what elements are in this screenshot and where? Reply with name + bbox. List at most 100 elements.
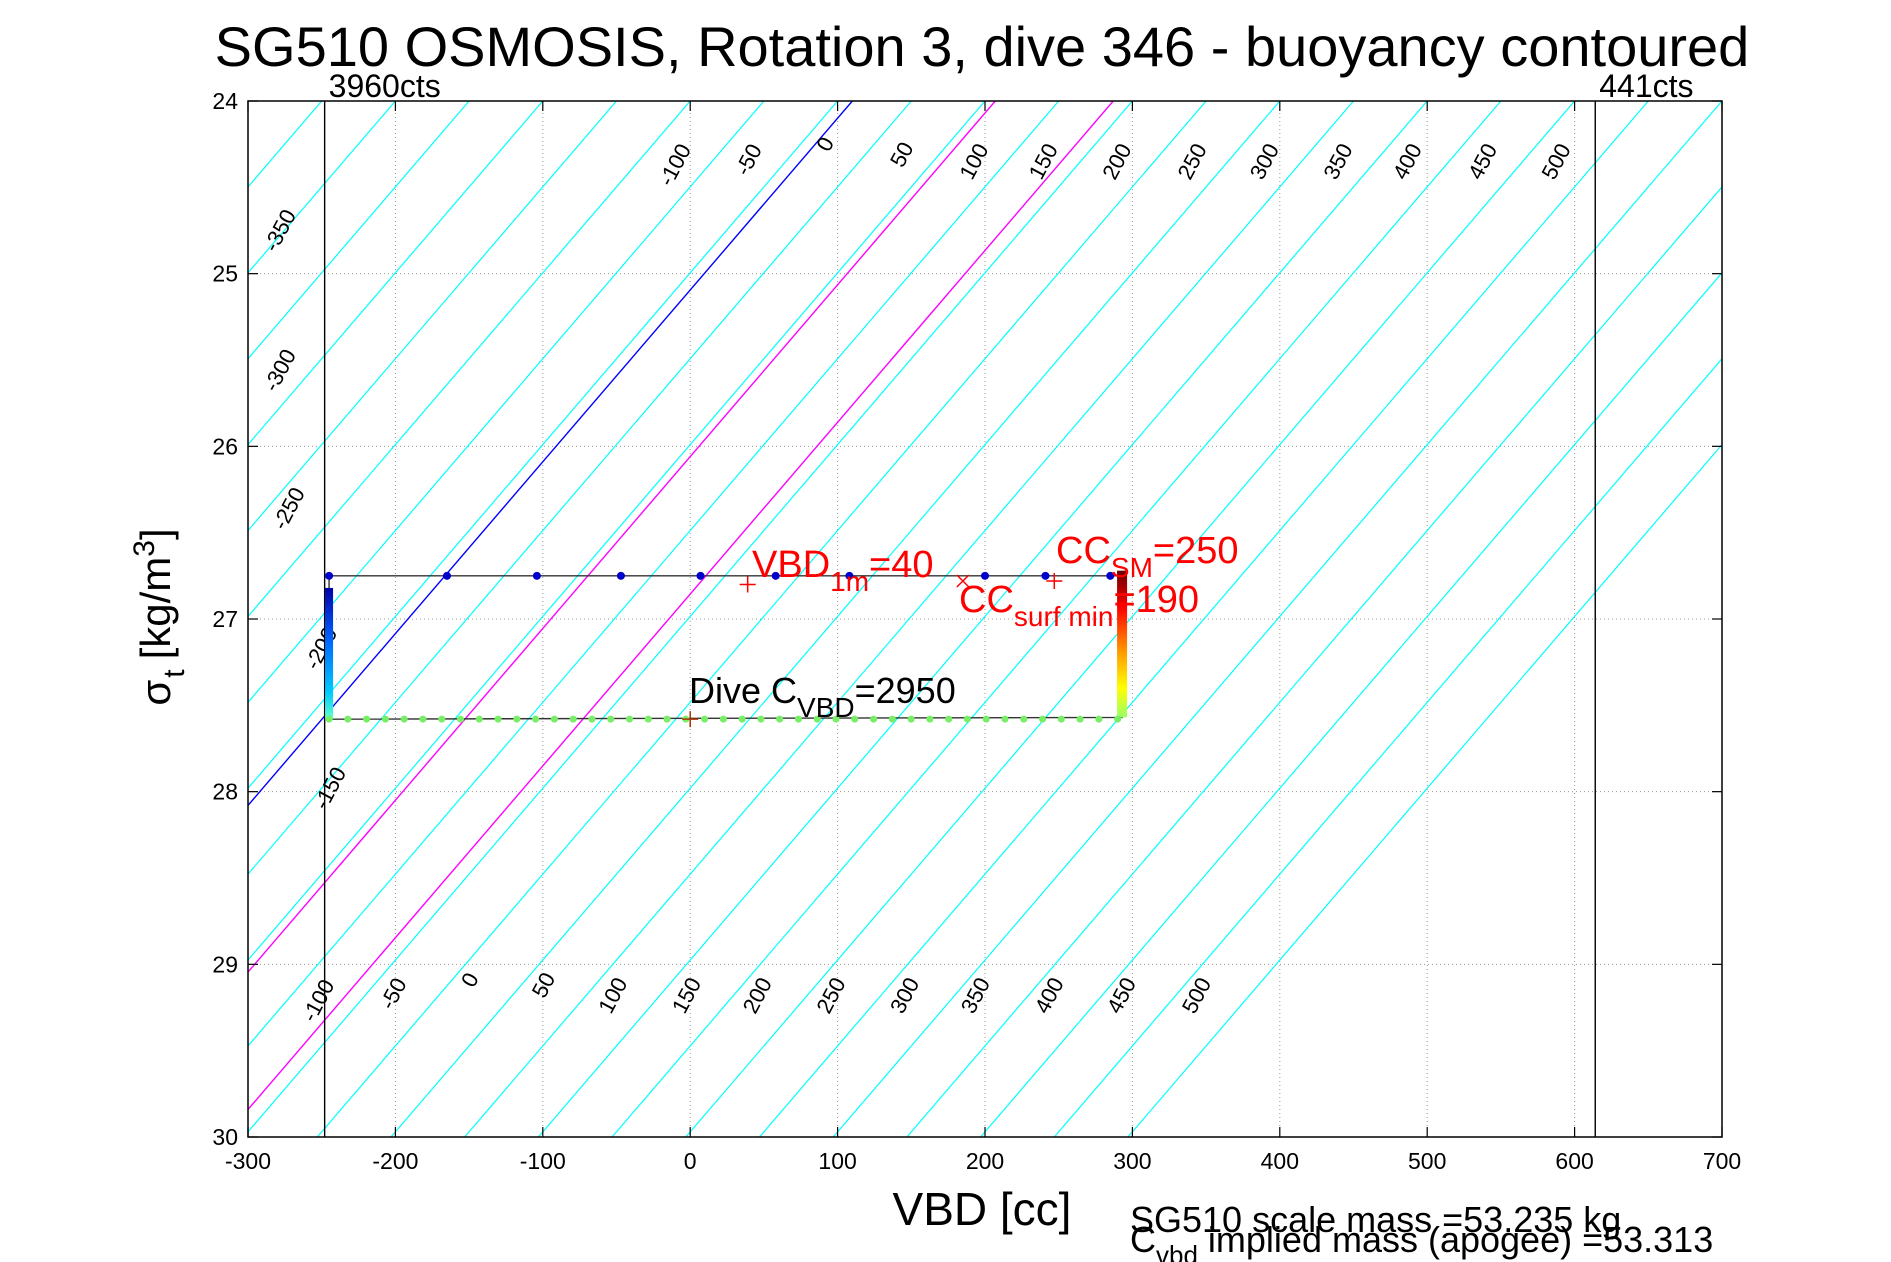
y-axis-label-main: σ [132, 680, 179, 706]
deep-point [926, 715, 934, 723]
plus-marker [682, 711, 699, 728]
contour-label: 200 [738, 973, 777, 1017]
contour-line [390, 101, 1281, 1137]
y-axis-label-units-close: ] [132, 528, 179, 540]
contour-line [1127, 443, 1722, 1137]
contour-line [685, 101, 1576, 1137]
deep-point [945, 715, 953, 723]
contour-line-highlight [248, 101, 853, 807]
annotation-vbd-1m-sub: 1m [830, 566, 869, 597]
annotation-cc-sm-value: =250 [1153, 530, 1239, 572]
x-tick-label: 700 [1703, 1148, 1741, 1174]
surface-point [1041, 571, 1050, 580]
y-axis-ticks: 24 25 26 27 28 29 30 [212, 88, 1722, 1150]
deep-point [363, 715, 371, 723]
contour-line [759, 101, 1649, 1137]
contour-label: 300 [885, 973, 924, 1017]
x-axis-label: VBD [cc] [893, 1183, 1072, 1235]
annotation-cc-sm: CCSM=250 [1056, 530, 1238, 583]
annotation-vbd-1m-main: VBD [752, 544, 830, 586]
annotation-dive-cvbd-value: =2950 [855, 670, 956, 711]
deep-point [1076, 715, 1084, 723]
y-axis-label-units-sup: 3 [128, 540, 161, 557]
contour-label: 500 [1177, 973, 1216, 1017]
deep-point [1001, 715, 1009, 723]
contour-label: 450 [1463, 139, 1502, 183]
deep-point [550, 715, 558, 723]
contour-line [248, 101, 765, 704]
annotation-dive-cvbd: Dive CVBD=2950 [689, 670, 956, 723]
surface-point [325, 571, 334, 580]
deep-point [588, 715, 596, 723]
contour-line [316, 101, 1207, 1137]
contour-label: 400 [1029, 973, 1068, 1017]
y-tick-label: 26 [212, 433, 238, 459]
contour-line [248, 101, 617, 532]
vbd-limit-lines: 3960cts 441cts [323, 68, 1694, 1137]
x-tick-label: 100 [818, 1148, 856, 1174]
x-tick-label: -100 [520, 1148, 566, 1174]
deep-point [513, 715, 521, 723]
deep-point [625, 715, 633, 723]
descent-color-segment [325, 587, 334, 720]
x-tick-label: 300 [1113, 1148, 1151, 1174]
deep-point [738, 715, 746, 723]
x-tick-label: -300 [225, 1148, 271, 1174]
annotation-dive-cvbd-sub: VBD [797, 692, 855, 723]
plus-marker [1046, 573, 1063, 590]
contour-label: -150 [308, 763, 351, 814]
surface-point [442, 571, 451, 580]
deep-point [419, 715, 427, 723]
annotation-cc-sm-main: CC [1056, 530, 1111, 572]
x-tick-label: 0 [684, 1148, 697, 1174]
contour-line [906, 185, 1722, 1137]
vbd-limit-label: 441cts [1599, 68, 1693, 104]
annotation-cc-surf-min: CCsurf min=190 [959, 579, 1199, 632]
deep-point [719, 715, 727, 723]
deep-point [870, 715, 878, 723]
contour-label: 500 [1537, 139, 1576, 183]
surface-point [616, 571, 625, 580]
deep-point [532, 715, 540, 723]
chart-title: SG510 OSMOSIS, Rotation 3, dive 346 - bu… [215, 15, 1750, 78]
contour-label: -350 [258, 205, 301, 256]
contour-label: 250 [811, 973, 850, 1017]
x-tick-label: -200 [372, 1148, 418, 1174]
deep-point [851, 715, 859, 723]
contour-label: -50 [375, 974, 412, 1014]
surface-point [845, 571, 854, 580]
deep-point [701, 715, 709, 723]
deep-point [1114, 715, 1122, 723]
deep-point [607, 715, 615, 723]
annotation-dive-cvbd-main: Dive C [689, 670, 797, 711]
annotation-cc-surf-sub: surf min [1014, 601, 1114, 632]
deep-point [963, 715, 971, 723]
contour-line-highlight [248, 101, 1114, 1111]
y-tick-label: 24 [212, 88, 238, 114]
deep-point [344, 715, 352, 723]
contour-label: 350 [956, 973, 995, 1017]
contour-line [248, 101, 1060, 1047]
y-tick-label: 30 [212, 1124, 238, 1150]
x-tick-label: 600 [1555, 1148, 1593, 1174]
deep-point [776, 715, 784, 723]
contour-line [611, 101, 1502, 1137]
deep-point [794, 715, 802, 723]
deep-point [381, 715, 389, 723]
surface-point [981, 571, 989, 580]
surface-point [696, 571, 705, 580]
contour-label: -250 [267, 483, 310, 534]
contour-label: -100 [297, 975, 340, 1026]
y-tick-label: 25 [212, 261, 238, 287]
deep-point [1039, 715, 1047, 723]
deep-point [1095, 715, 1103, 723]
x-tick-label: 400 [1261, 1148, 1299, 1174]
footer-implied-main: C [1130, 1219, 1156, 1260]
contour-line [248, 101, 249, 102]
footer-implied-text: implied mass (apogee) =53.313 [1198, 1219, 1713, 1260]
contour-label: 150 [1024, 139, 1063, 183]
contour-label: 0 [811, 133, 839, 156]
vbd-limit-label: 3960cts [329, 68, 441, 104]
contour-label: -50 [730, 140, 767, 180]
